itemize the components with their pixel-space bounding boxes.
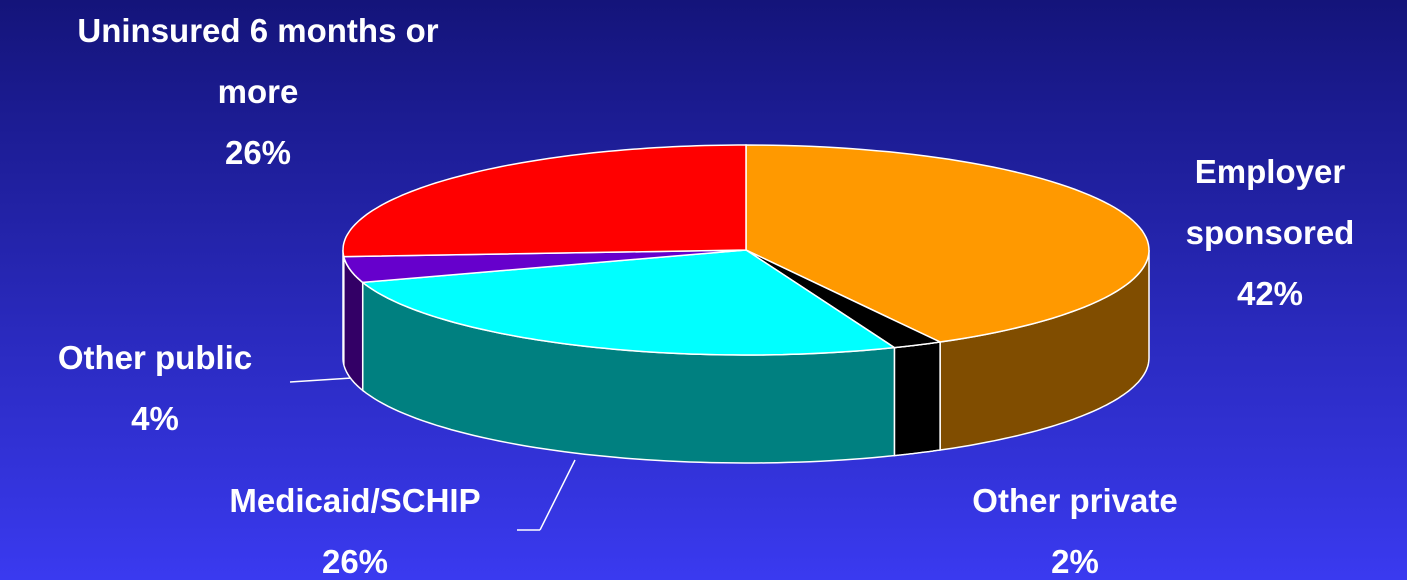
- category-name: Medicaid/SCHIP: [229, 482, 481, 519]
- slice-label: Other public 4%: [5, 327, 305, 449]
- pie-tops: [342, 144, 1150, 356]
- value-label: 2%: [1051, 543, 1099, 580]
- pie-sides: [342, 249, 1150, 464]
- slice-label: Uninsured 6 months or more 26%: [58, 0, 458, 183]
- category-name: Other private: [972, 482, 1178, 519]
- slice: [745, 144, 1150, 343]
- value-label: 26%: [224, 134, 292, 171]
- leader-line: [539, 459, 576, 531]
- slice-side: [893, 341, 941, 457]
- value-label: 26%: [321, 543, 389, 580]
- category-name: Employer sponsored: [1185, 153, 1355, 251]
- slice-side: [342, 250, 345, 366]
- slice-label: Employer sponsored 42%: [1150, 141, 1390, 324]
- category-name: Uninsured 6 months or more: [77, 12, 439, 110]
- category-name: Other public: [57, 339, 253, 376]
- slice-label: Medicaid/SCHIP 26%: [175, 470, 535, 580]
- value-label: 42%: [1236, 275, 1304, 312]
- leader-line: [289, 377, 353, 383]
- slice: [342, 144, 747, 258]
- slice: [342, 249, 747, 284]
- value-label: 4%: [131, 400, 179, 437]
- slice: [360, 249, 897, 356]
- slice: [745, 249, 943, 349]
- slice-label: Other private 2%: [925, 470, 1225, 580]
